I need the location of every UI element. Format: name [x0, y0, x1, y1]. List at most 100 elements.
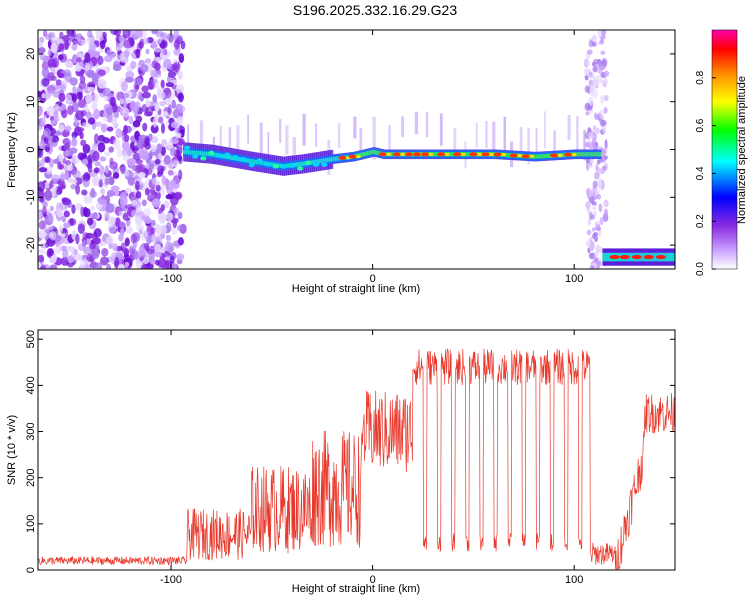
spectrogram-noise-blob	[119, 35, 125, 43]
spectrogram-streak	[279, 119, 282, 144]
spectrogram-noise-blob	[70, 183, 77, 190]
spectrogram-noise-blob	[135, 190, 142, 199]
spectrogram-shifted-peak	[643, 255, 654, 260]
spectrogram-noise-blob	[604, 139, 608, 149]
spectrogram-noise-blob	[121, 248, 130, 255]
spectrogram-noise-blob	[64, 125, 72, 132]
colorbar-tick-label: 0.8	[695, 70, 706, 84]
spectrogram-noise-blob	[587, 131, 594, 140]
spectrogram-tone-core	[277, 163, 281, 168]
spectrogram-noise-blob	[142, 37, 150, 45]
spectrogram-noise-blob	[58, 43, 64, 51]
spectrogram-noise-blob	[180, 40, 186, 50]
spectrogram-noise-blob	[107, 216, 116, 226]
snr-ytick-label: 100	[25, 515, 37, 533]
spectrogram-noise-blob	[41, 77, 50, 87]
spectrogram-noise-blob	[67, 105, 74, 116]
spectrogram-streak	[236, 125, 240, 162]
spectrogram-peak	[444, 152, 450, 156]
spectrogram-peak	[476, 152, 482, 156]
snr-ytick-label: 200	[25, 469, 37, 487]
spectrogram-noise-blob	[38, 41, 44, 48]
spectrogram-noise-blob	[135, 48, 141, 59]
spectrogram-noise-blob	[161, 47, 168, 56]
spectrogram-noise-blob	[51, 174, 60, 182]
spectrogram-streak	[567, 115, 571, 141]
spectrogram-noise-blob	[86, 37, 95, 45]
spectrogram-ylabel: Frequency (Hz)	[6, 112, 18, 188]
spectrogram-noise-blob	[105, 106, 114, 116]
spectrogram-noise-blob	[77, 99, 86, 108]
spectrogram-noise-blob	[144, 58, 152, 64]
spectrogram-noise-blob	[49, 180, 54, 189]
spectrogram-noise-blob	[53, 110, 59, 119]
spectrogram-tone-core	[247, 158, 251, 163]
spectrogram-blob	[200, 156, 207, 161]
spectrogram-noise-blob	[597, 167, 602, 174]
spectrogram-noise-blob	[121, 140, 130, 151]
spectrogram-noise-blob	[71, 169, 81, 179]
spectrogram-noise-blob	[58, 92, 66, 102]
spectrogram-noise-blob	[173, 47, 181, 56]
spectrogram-noise-blob	[122, 107, 130, 118]
spectrogram-noise-blob	[70, 138, 78, 147]
spectrogram-tone-core	[229, 155, 233, 160]
snr-series-line	[38, 348, 675, 570]
spectrogram-noise-blob	[91, 174, 100, 184]
spectrogram-noise-blob	[89, 261, 99, 269]
spectrogram-tone-core	[541, 154, 545, 159]
spectrogram-tone-core	[197, 150, 201, 156]
spectrogram-noise-blob	[128, 245, 134, 254]
spectrogram-noise-blob	[140, 63, 149, 73]
colorbar-tick-label: 0.6	[695, 118, 706, 132]
spectrogram-noise-blob	[50, 36, 60, 45]
spectrogram-noise-blob	[593, 80, 599, 88]
spectrogram-peak	[392, 152, 401, 157]
spectrogram-tone-core	[451, 152, 455, 157]
spectrogram-tone-core	[543, 153, 547, 159]
spectrogram-noise-blob	[85, 111, 93, 119]
spectrogram-noise-blob	[171, 99, 176, 109]
spectrogram-streak	[535, 127, 538, 152]
spectrogram-noise-blob	[87, 117, 96, 125]
spectrogram-shifted-band	[664, 252, 668, 262]
spectrogram-noise-blob	[125, 225, 133, 234]
spectrogram-noise-blob	[123, 124, 128, 136]
spectrogram-noise-blob	[584, 102, 591, 111]
spectrogram-noise-blob	[48, 212, 54, 223]
spectrogram-noise-blob	[120, 92, 130, 99]
spectrogram-noise-blob	[602, 78, 608, 86]
spectrogram-peak	[564, 152, 573, 157]
spectrogram-noise-blob	[173, 30, 180, 39]
spectrogram-noise-blob	[591, 206, 597, 211]
spectrogram-noise-blob	[38, 248, 46, 255]
spectrogram-noise-blob	[165, 194, 173, 200]
spectrogram-noise-blob	[110, 185, 120, 192]
spectrogram-noise-blob	[44, 33, 53, 41]
spectrogram-streak	[519, 126, 523, 159]
spectrogram-peak	[378, 152, 387, 157]
spectrogram-noise-blob	[88, 242, 97, 250]
spectrogram-noise-blob	[598, 203, 603, 213]
spectrogram-ytick-label: -10	[25, 189, 37, 205]
spectrogram-noise-blob	[38, 181, 46, 192]
spectrogram-tone-core	[199, 151, 203, 156]
spectrogram-peak	[571, 153, 577, 157]
spectrogram-noise-blob	[60, 79, 68, 86]
spectrogram-noise-blob	[77, 223, 86, 234]
spectrogram-shifted-band	[628, 252, 632, 262]
spectrogram-streak	[219, 125, 222, 158]
spectrogram-blob	[224, 152, 231, 157]
spectrogram-noise-blob	[97, 78, 107, 89]
spectrogram-shifted-band	[668, 252, 672, 262]
spectrogram-noise-blob	[589, 84, 595, 92]
spectrogram-noise-blob	[75, 233, 80, 245]
spectrogram-noise-blob	[67, 255, 75, 264]
spectrogram-noise-blob	[165, 82, 174, 88]
spectrogram-noise-blob	[158, 257, 167, 268]
spectrogram-noise-blob	[42, 114, 48, 124]
spectrogram-noise-blob	[154, 62, 161, 71]
spectrogram-noise-blob	[604, 208, 608, 218]
spectrogram-shifted-band	[666, 252, 670, 262]
spectrogram-noise-blob	[86, 69, 95, 78]
